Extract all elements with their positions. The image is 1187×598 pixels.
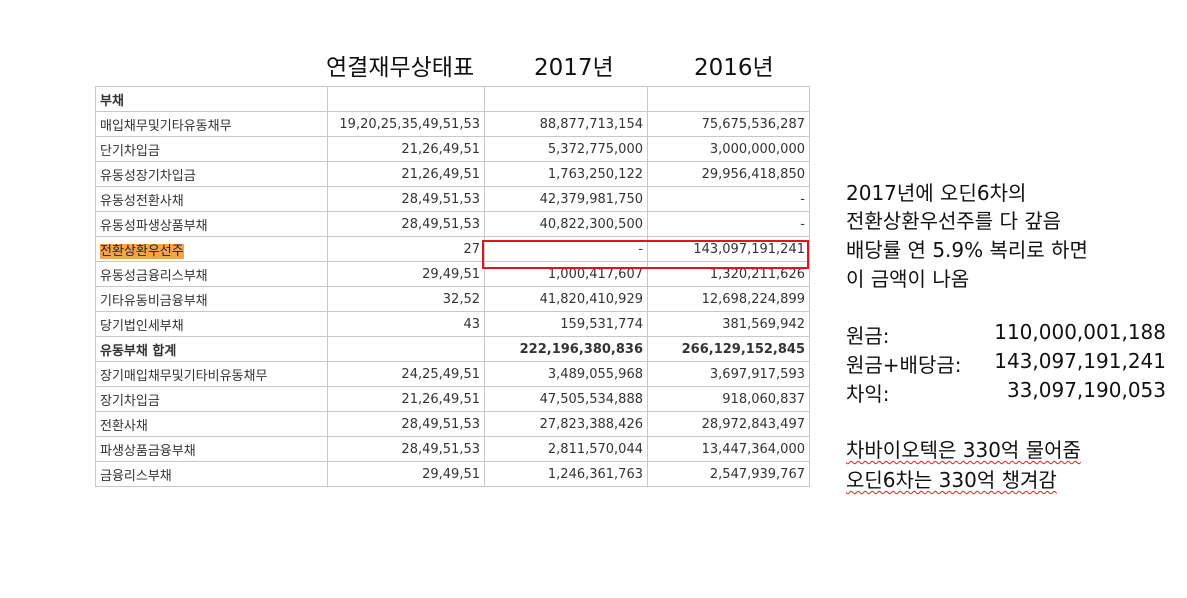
value-2017-cell: 27,823,388,426 [484,411,648,437]
note-cell: 29,49,51 [327,461,485,487]
account-name-cell: 당기법인세부채 [95,311,328,337]
value-2016-cell: 3,697,917,593 [647,361,810,387]
value-2017-cell: 222,196,380,836 [484,336,648,362]
account-name-cell: 유동부채 합계 [95,336,328,362]
value-2017-cell: 42,379,981,750 [484,186,648,212]
value-2016-cell: - [647,211,810,237]
calc-value: 110,000,001,188 [994,320,1166,344]
value-2017-cell [484,86,648,112]
note-cell: 27 [327,236,485,262]
account-name-cell: 유동성전환사채 [95,186,328,212]
table-row: 전환사채 28,49,51,53 27,823,388,426 28,972,843,… [95,411,810,437]
note-cell [327,86,485,112]
account-name-cell: 파생상품금융부채 [95,436,328,462]
statement-title: 연결재무상태표 [326,55,475,81]
highlight-box [482,240,809,269]
value-2016-cell: 3,000,000,000 [647,136,810,162]
calc-value: 33,097,190,053 [1006,378,1166,402]
note-cell [327,336,485,362]
note-line: 전환상환우선주를 다 갚음 [846,209,1062,233]
value-2016-cell: 13,447,364,000 [647,436,810,462]
table-row: 장기매입채무및기타비유동채무 24,25,49,51 3,489,055,968 3,… [95,361,810,387]
closing-line: 오딘6차는 330억 챙겨감 [846,468,1057,492]
calc-value: 143,097,191,241 [994,349,1166,373]
value-2017-cell: 1,246,361,763 [484,461,648,487]
account-name-cell: 장기차입금 [95,386,328,412]
account-name-cell: 매입채무및기타유동채무 [95,111,328,137]
value-2017-cell: 40,822,300,500 [484,211,648,237]
value-2016-cell: 12,698,224,899 [647,286,810,312]
balance-sheet-table: 부채 매입채무및기타유동채무 19,20,25,35,49,51,53 88,877,… [95,86,810,487]
value-2017-cell: 5,372,775,000 [484,136,648,162]
table-row: 유동성장기차입금 21,26,49,51 1,763,250,122 29,956,4… [95,161,810,187]
calc-label: 차익: [846,382,890,406]
note-cell: 24,25,49,51 [327,361,485,387]
account-name-cell: 유동성장기차입금 [95,161,328,187]
value-2017-cell: 47,505,534,888 [484,386,648,412]
table-row: 유동성금융리스부채 29,49,51 1,000,417,607 1,320,211,… [95,261,810,287]
note-cell: 28,49,51,53 [327,186,485,212]
note-line: 2017년에 오딘6차의 [846,181,1027,205]
table-row: 단기차입금 21,26,49,51 5,372,775,000 3,000,000,0… [95,136,810,162]
table-row: 장기차입금 21,26,49,51 47,505,534,888 918,060,83… [95,386,810,412]
value-2016-cell: 29,956,418,850 [647,161,810,187]
closing-line: 차바이오텍은 330억 물어줌 [846,438,1081,462]
table-row: 유동성전환사채 28,49,51,53 42,379,981,750- [95,186,810,212]
table-row: 파생상품금융부채 28,49,51,53 2,811,570,044 13,447,3… [95,436,810,462]
account-name-cell: 장기매입채무및기타비유동채무 [95,361,328,387]
value-2016-cell: 266,129,152,845 [647,336,810,362]
table-row: 당기법인세부채 43 159,531,774 381,569,942 [95,311,810,337]
account-name-cell: 전환상환우선주 [95,236,328,262]
value-2017-cell: 159,531,774 [484,311,648,337]
table-row: 금융리스부채 29,49,51 1,246,361,763 2,547,939,767 [95,461,810,487]
note-cell: 21,26,49,51 [327,136,485,162]
account-name-cell: 단기차입금 [95,136,328,162]
note-cell: 21,26,49,51 [327,386,485,412]
value-2017-cell: 3,489,055,968 [484,361,648,387]
value-2016-cell [647,86,810,112]
value-2016-cell: 1,320,211,626 [647,261,810,287]
account-name-cell: 유동성파생상품부채 [95,211,328,237]
note-cell: 43 [327,311,485,337]
value-2017-cell: 1,000,417,607 [484,261,648,287]
note-line: 배당률 연 5.9% 복리로 하면 [846,238,1088,262]
value-2017-cell: 2,811,570,044 [484,436,648,462]
value-2017-cell: 41,820,410,929 [484,286,648,312]
value-2016-cell: 28,972,843,497 [647,411,810,437]
value-2016-cell: 75,675,536,287 [647,111,810,137]
highlighted-account-label: 전환상환우선주 [100,243,184,259]
account-name-cell: 부채 [95,86,328,112]
account-name-cell: 금융리스부채 [95,461,328,487]
table-row: 매입채무및기타유동채무 19,20,25,35,49,51,53 88,877,71… [95,111,810,137]
note-cell: 28,49,51,53 [327,436,485,462]
value-2017-cell: 88,877,713,154 [484,111,648,137]
note-cell: 29,49,51 [327,261,485,287]
calc-label: 원금+배당금: [846,353,962,377]
table-row: 부채 [95,86,810,112]
note-cell: 28,49,51,53 [327,211,485,237]
table-row: 유동부채 합계 222,196,380,836 266,129,152,845 [95,336,810,362]
account-name-cell: 전환사채 [95,411,328,437]
note-cell: 32,52 [327,286,485,312]
note-line: 이 금액이 나옴 [846,267,970,291]
value-2016-cell: - [647,186,810,212]
account-name-cell: 유동성금융리스부채 [95,261,328,287]
value-2017-cell: 1,763,250,122 [484,161,648,187]
year-2016-header: 2016년 [694,55,774,81]
account-name-cell: 기타유동비금융부채 [95,286,328,312]
value-2016-cell: 2,547,939,767 [647,461,810,487]
table-row: 기타유동비금융부채 32,52 41,820,410,929 12,698,224,8… [95,286,810,312]
year-2017-header: 2017년 [534,55,614,81]
note-cell: 19,20,25,35,49,51,53 [327,111,485,137]
calc-label: 원금: [846,324,890,348]
note-cell: 21,26,49,51 [327,161,485,187]
note-cell: 28,49,51,53 [327,411,485,437]
table-row: 유동성파생상품부채 28,49,51,53 40,822,300,500- [95,211,810,237]
value-2016-cell: 381,569,942 [647,311,810,337]
value-2016-cell: 918,060,837 [647,386,810,412]
